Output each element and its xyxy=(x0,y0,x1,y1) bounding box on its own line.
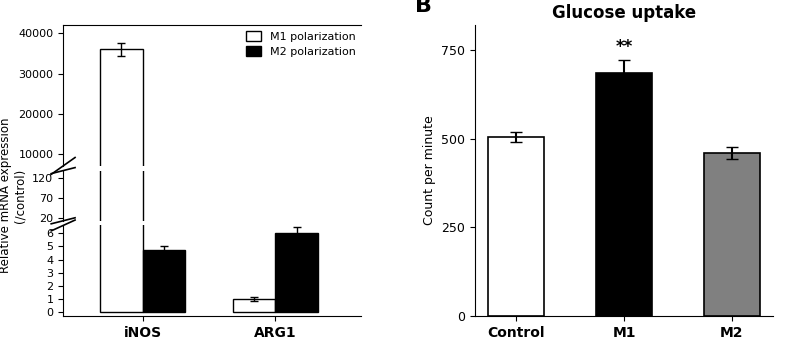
Y-axis label: Count per minute: Count per minute xyxy=(423,116,436,225)
Bar xyxy=(233,299,275,312)
Bar xyxy=(100,0,143,312)
Bar xyxy=(143,250,185,312)
Bar xyxy=(100,0,143,226)
Bar xyxy=(100,49,143,194)
Title: Glucose uptake: Glucose uptake xyxy=(552,4,696,23)
Y-axis label: Relative mRNA expression
(/control): Relative mRNA expression (/control) xyxy=(0,118,27,273)
Bar xyxy=(143,224,185,226)
Bar xyxy=(596,73,652,316)
Legend: M1 polarization, M2 polarization: M1 polarization, M2 polarization xyxy=(245,31,356,57)
Bar xyxy=(704,153,760,316)
Bar xyxy=(275,224,318,226)
Bar xyxy=(275,233,318,312)
Bar xyxy=(488,137,544,316)
Text: **: ** xyxy=(615,37,633,56)
Text: B: B xyxy=(415,0,432,16)
